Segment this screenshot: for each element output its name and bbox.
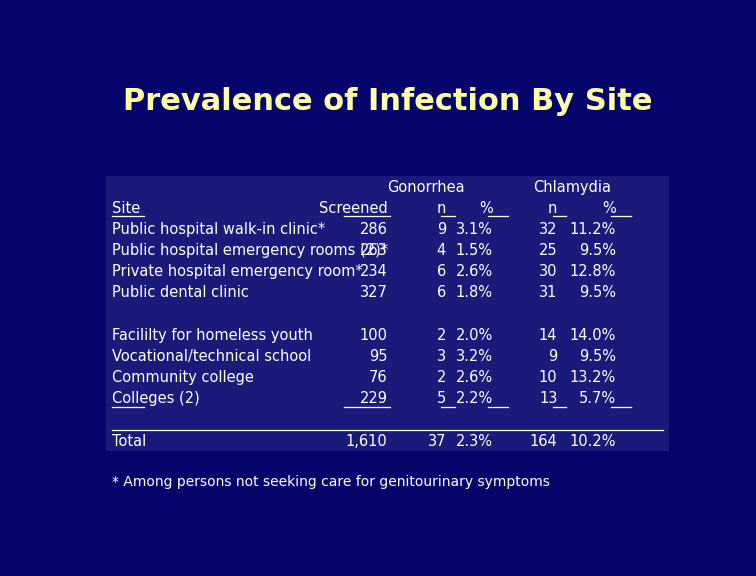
Text: 3: 3 [437, 349, 446, 364]
Text: Vocational/technical school: Vocational/technical school [112, 349, 311, 364]
Text: 9.5%: 9.5% [579, 349, 616, 364]
Text: 32: 32 [539, 222, 557, 237]
FancyBboxPatch shape [106, 176, 668, 450]
Text: 2: 2 [437, 328, 446, 343]
Text: %: % [603, 201, 616, 216]
Text: Private hospital emergency room*: Private hospital emergency room* [112, 264, 363, 279]
Text: 5: 5 [437, 391, 446, 406]
Text: 9: 9 [437, 222, 446, 237]
Text: %: % [479, 201, 493, 216]
Text: Screened: Screened [319, 201, 387, 216]
Text: Prevalence of Infection By Site: Prevalence of Infection By Site [122, 87, 652, 116]
Text: 2.0%: 2.0% [456, 328, 493, 343]
Text: Public hospital emergency rooms (2)*: Public hospital emergency rooms (2)* [112, 243, 388, 258]
Text: Community college: Community college [112, 370, 254, 385]
Text: 4: 4 [437, 243, 446, 258]
Text: 31: 31 [539, 286, 557, 301]
Text: Site: Site [112, 201, 141, 216]
Text: Facililty for homeless youth: Facililty for homeless youth [112, 328, 313, 343]
Text: 37: 37 [428, 434, 446, 449]
Text: 11.2%: 11.2% [569, 222, 616, 237]
Text: Colleges (2): Colleges (2) [112, 391, 200, 406]
Text: 14.0%: 14.0% [569, 328, 616, 343]
Text: 327: 327 [360, 286, 387, 301]
Text: Public dental clinic: Public dental clinic [112, 286, 249, 301]
Text: Gonorrhea: Gonorrhea [387, 180, 464, 195]
Text: 1.8%: 1.8% [456, 286, 493, 301]
Text: 95: 95 [369, 349, 387, 364]
Text: 10.2%: 10.2% [569, 434, 616, 449]
Text: 6: 6 [437, 264, 446, 279]
Text: Chlamydia: Chlamydia [533, 180, 611, 195]
Text: 100: 100 [359, 328, 387, 343]
Text: 2: 2 [437, 370, 446, 385]
Text: 2.2%: 2.2% [456, 391, 493, 406]
Text: 30: 30 [539, 264, 557, 279]
Text: 25: 25 [539, 243, 557, 258]
Text: 13: 13 [539, 391, 557, 406]
Text: 164: 164 [530, 434, 557, 449]
Text: 2.6%: 2.6% [456, 370, 493, 385]
Text: 234: 234 [360, 264, 387, 279]
Text: 286: 286 [360, 222, 387, 237]
Text: n: n [548, 201, 557, 216]
Text: 3.2%: 3.2% [456, 349, 493, 364]
Text: 3.1%: 3.1% [456, 222, 493, 237]
Text: Public hospital walk-in clinic*: Public hospital walk-in clinic* [112, 222, 325, 237]
Text: 9.5%: 9.5% [579, 243, 616, 258]
Text: 1,610: 1,610 [345, 434, 387, 449]
Text: 9.5%: 9.5% [579, 286, 616, 301]
Text: 13.2%: 13.2% [570, 370, 616, 385]
Text: 2.3%: 2.3% [456, 434, 493, 449]
Text: Total: Total [112, 434, 147, 449]
Text: n: n [437, 201, 446, 216]
Text: 1.5%: 1.5% [456, 243, 493, 258]
Text: 2.6%: 2.6% [456, 264, 493, 279]
Text: 9: 9 [548, 349, 557, 364]
Text: 10: 10 [539, 370, 557, 385]
Text: 14: 14 [539, 328, 557, 343]
Text: 263: 263 [360, 243, 387, 258]
Text: 229: 229 [359, 391, 387, 406]
Text: 76: 76 [369, 370, 387, 385]
Text: 5.7%: 5.7% [579, 391, 616, 406]
Text: 6: 6 [437, 286, 446, 301]
Text: * Among persons not seeking care for genitourinary symptoms: * Among persons not seeking care for gen… [112, 475, 550, 488]
Text: 12.8%: 12.8% [569, 264, 616, 279]
